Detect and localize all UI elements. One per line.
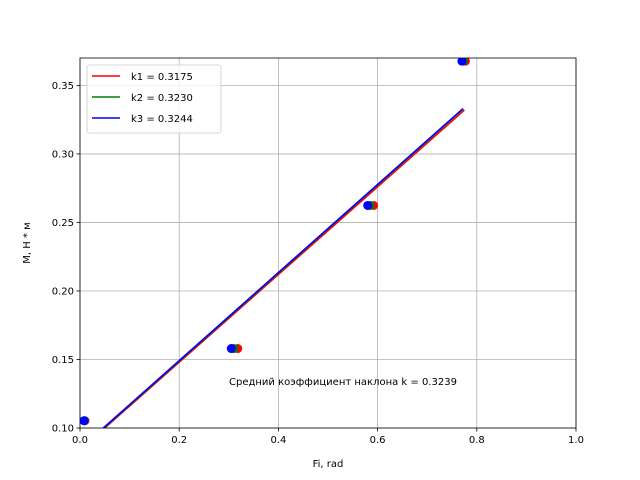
y-tick-label: 0.35	[52, 81, 74, 92]
y-tick-label: 0.25	[52, 218, 74, 229]
y-tick-label: 0.15	[52, 355, 74, 366]
x-tick-label: 0.4	[270, 435, 286, 446]
data-point	[363, 201, 372, 210]
data-point	[227, 344, 236, 353]
data-point	[79, 416, 88, 425]
y-axis-label: M, Н * м	[22, 222, 33, 263]
x-axis-label: Fi, rad	[313, 459, 344, 470]
legend-label: k2 = 0.3230	[131, 93, 193, 104]
slope-annotation: Средний коэффициент наклона k = 0.3239	[229, 377, 457, 388]
legend: k1 = 0.3175 k2 = 0.3230 k3 = 0.3244	[87, 65, 221, 133]
x-tick-label: 0.2	[171, 435, 187, 446]
y-tick-label: 0.10	[52, 424, 74, 435]
legend-label: k3 = 0.3244	[131, 114, 193, 125]
y-tick-label: 0.30	[52, 149, 74, 160]
y-tick-label: 0.20	[52, 286, 74, 297]
x-tick-label: 0.6	[370, 435, 386, 446]
x-tick-label: 0.0	[72, 435, 88, 446]
x-tick-label: 0.8	[469, 435, 485, 446]
x-tick-label: 1.0	[568, 435, 584, 446]
legend-label: k1 = 0.3175	[131, 72, 193, 83]
